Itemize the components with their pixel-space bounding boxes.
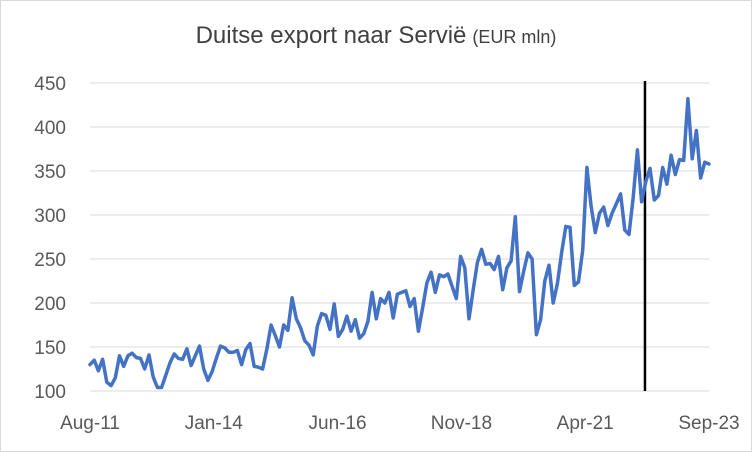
chart-title-text: Duitse export naar Servië: [195, 22, 467, 49]
y-tick-label: 450: [34, 74, 66, 95]
x-tick-label: Nov-18: [431, 413, 492, 434]
x-tick-label: Aug-11: [60, 413, 120, 434]
y-tick-label: 400: [34, 118, 66, 139]
y-tick-label: 150: [34, 338, 66, 359]
x-tick-label: Apr-21: [557, 413, 614, 434]
y-tick-label: 100: [34, 382, 66, 403]
x-tick-label: Sep-23: [678, 413, 739, 434]
x-tick-label: Jun-16: [309, 413, 367, 434]
y-tick-label: 200: [34, 294, 66, 315]
y-tick-label: 350: [34, 162, 66, 183]
chart-title: Duitse export naar Servië (EUR mln): [0, 22, 752, 50]
series-line: [88, 97, 711, 390]
x-tick-label: Jan-14: [185, 413, 244, 434]
y-tick-label: 300: [34, 206, 66, 227]
y-tick-label: 250: [34, 250, 66, 271]
chart-subtitle: (EUR mln): [472, 27, 557, 47]
